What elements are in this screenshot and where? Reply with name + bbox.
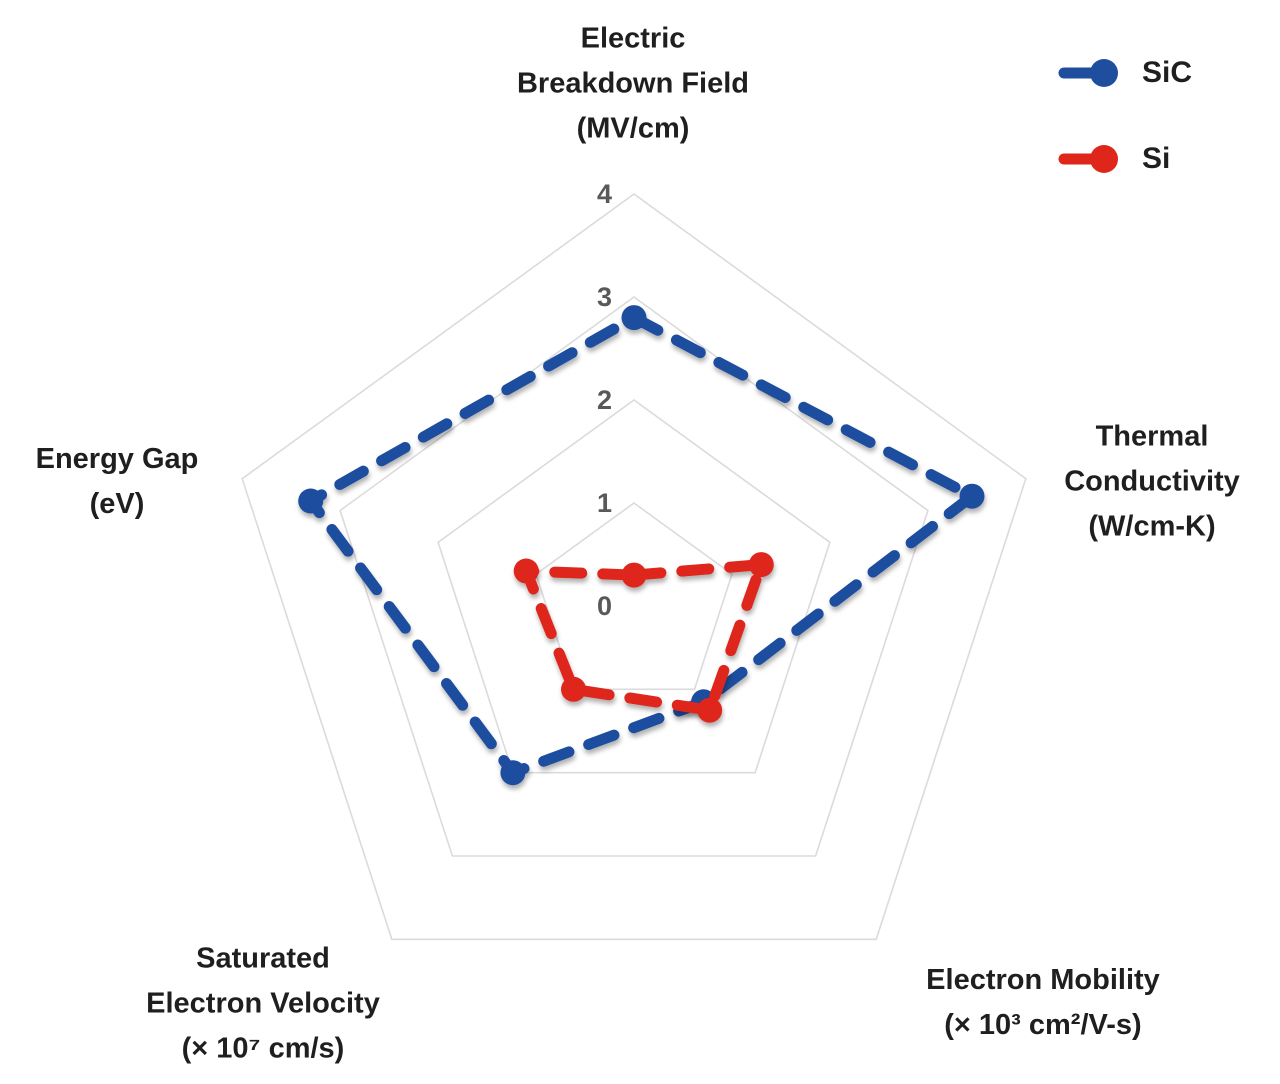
axis-label-line: Electric	[580, 22, 686, 55]
axis-label-line: Saturated	[196, 942, 330, 975]
legend-dot	[1090, 59, 1118, 87]
axis-label-electron-mobility: Electron Mobility (× 10³ cm²/V-s)	[926, 958, 1160, 1048]
series-si	[513, 552, 774, 723]
legend: SiC Si	[1056, 48, 1192, 220]
series-sic-marker-electric-breakdown-field	[621, 305, 647, 331]
series-sic-marker-thermal-conductivity	[959, 483, 985, 509]
grid-rings	[241, 193, 1027, 941]
tick-label-0: 0	[597, 591, 612, 621]
axis-label-line: (× 10⁷ cm/s)	[181, 1032, 345, 1065]
series-si-marker-thermal-conductivity	[748, 552, 774, 578]
legend-item-si: Si	[1056, 134, 1192, 184]
axis-label-electric-breakdown-field: Electric Breakdown Field (MV/cm)	[517, 17, 749, 152]
legend-label-sic: SiC	[1142, 56, 1193, 89]
axis-label-line: (eV)	[89, 488, 145, 520]
radial-tick-labels: 0 1 2 3 4	[597, 179, 612, 621]
series-si-marker-electron-mobility	[697, 697, 723, 723]
series-si-marker-energy-gap	[513, 558, 539, 584]
tick-label-4: 4	[597, 179, 612, 209]
tick-label-1: 1	[597, 488, 612, 518]
grid-ring-1	[535, 502, 733, 691]
legend-marker-si-icon	[1058, 145, 1118, 173]
axis-label-line: Breakdown Field	[516, 67, 750, 100]
legend-marker-sic-icon	[1058, 59, 1118, 87]
axis-label-line: Electron Mobility	[926, 964, 1160, 996]
axis-label-line: Electron Velocity	[146, 987, 380, 1020]
axis-label-line: (W/cm-K)	[1088, 510, 1216, 543]
series-sic-marker-saturated-electron-velocity	[500, 760, 526, 786]
series-si-line	[520, 559, 767, 716]
legend-label-si: Si	[1142, 142, 1171, 175]
legend-dot	[1090, 145, 1118, 173]
tick-label-2: 2	[597, 385, 612, 415]
grid-ring-4	[241, 193, 1027, 941]
axis-label-line: Energy Gap	[35, 443, 199, 475]
axis-label-line: Conductivity	[1064, 465, 1240, 498]
series-sic-line	[305, 312, 978, 779]
axis-label-line: Thermal	[1095, 420, 1209, 453]
axis-label-saturated-electron-velocity: Saturated Electron Velocity (× 10⁷ cm/s)	[146, 937, 380, 1072]
axis-label-thermal-conductivity: Thermal Conductivity (W/cm-K)	[1064, 415, 1240, 550]
axis-label-line: (× 10³ cm²/V-s)	[944, 1009, 1142, 1041]
axis-label-line: (MV/cm)	[576, 112, 690, 145]
series-sic	[298, 305, 985, 786]
grid-ring-2	[437, 399, 831, 774]
legend-item-sic: SiC	[1056, 48, 1192, 98]
series-si-marker-electric-breakdown-field	[621, 562, 647, 588]
axis-label-energy-gap: Energy Gap (eV)	[36, 437, 199, 527]
tick-label-3: 3	[597, 282, 612, 312]
series-si-marker-saturated-electron-velocity	[561, 676, 586, 702]
series-sic-marker-energy-gap	[298, 488, 324, 514]
grid-ring-3	[339, 296, 929, 857]
